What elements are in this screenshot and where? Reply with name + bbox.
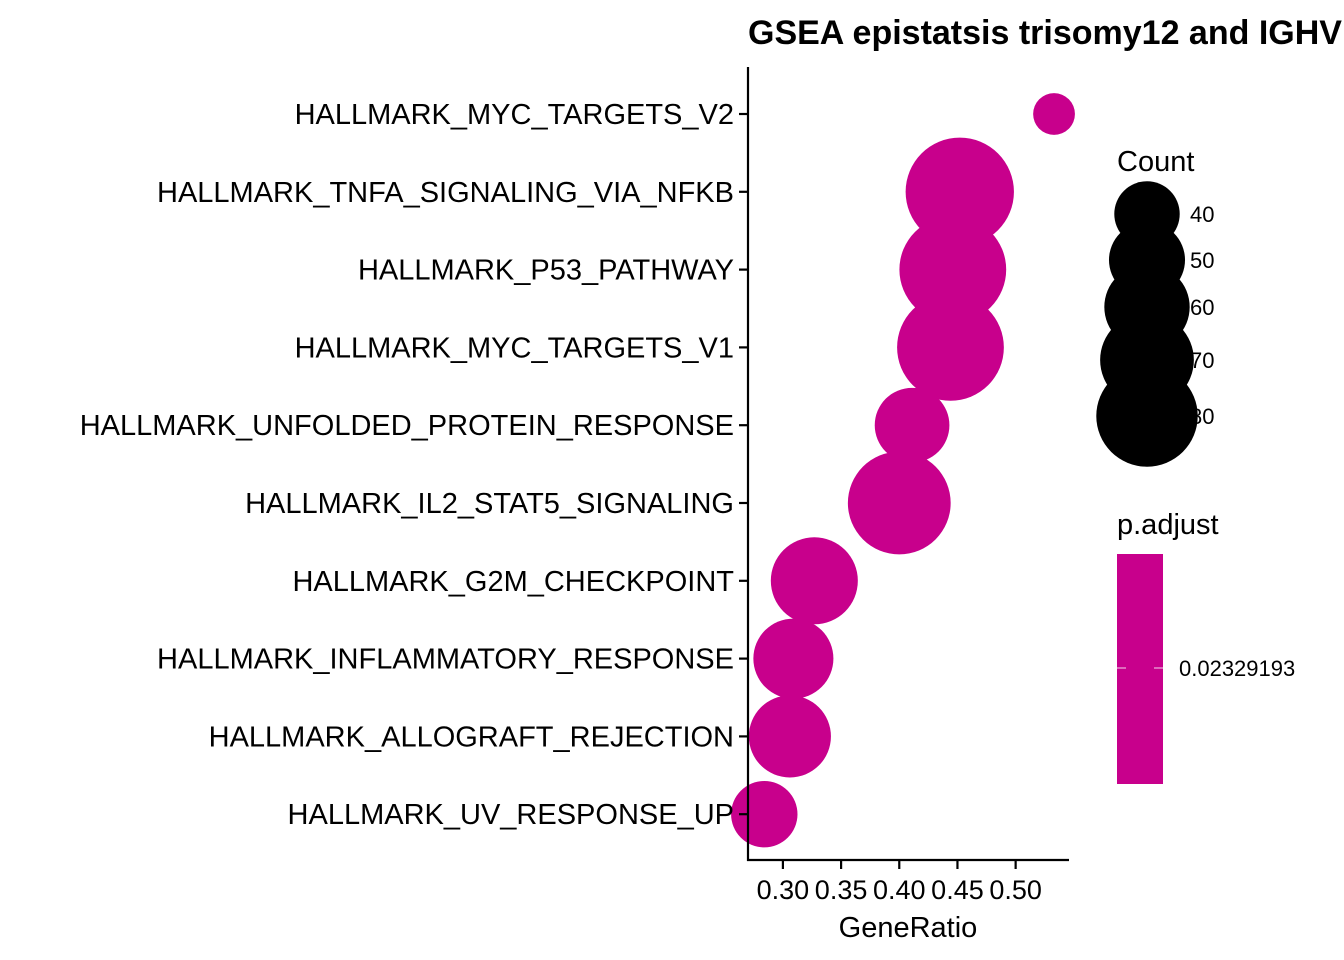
- data-point: [847, 451, 951, 555]
- y-tick-label: HALLMARK_IL2_STAT5_SIGNALING: [245, 488, 734, 520]
- x-tick-label: 0.50: [989, 875, 1042, 905]
- data-point: [748, 695, 831, 778]
- y-tick-label: HALLMARK_UNFOLDED_PROTEIN_RESPONSE: [80, 410, 734, 442]
- x-axis-ticks: 0.30 0.35 0.40 0.45 0.50: [757, 860, 1042, 905]
- p-adjust-colorbar: [1117, 554, 1163, 784]
- data-point: [899, 216, 1007, 323]
- count-legend-label: 40: [1190, 202, 1214, 227]
- y-tick-label: HALLMARK_G2M_CHECKPOINT: [292, 566, 734, 598]
- y-tick-label: HALLMARK_INFLAMMATORY_RESPONSE: [157, 644, 734, 676]
- data-point: [770, 537, 858, 625]
- chart-title: GSEA epistatsis trisomy12 and IGHV: [748, 14, 1342, 52]
- p-adjust-legend-title: p.adjust: [1117, 509, 1219, 541]
- y-tick-label: HALLMARK_MYC_TARGETS_V1: [295, 332, 734, 364]
- y-tick-label: HALLMARK_ALLOGRAFT_REJECTION: [209, 721, 734, 753]
- y-axis-ticks: HALLMARK_MYC_TARGETS_V2 HALLMARK_TNFA_SIG…: [80, 99, 748, 831]
- p-adjust-legend-label: 0.02329193: [1179, 656, 1295, 681]
- count-legend-label: 60: [1190, 295, 1214, 320]
- x-tick-label: 0.40: [873, 875, 926, 905]
- plot-area: [731, 93, 1075, 848]
- x-tick-label: 0.30: [757, 875, 810, 905]
- count-legend-label: 50: [1190, 248, 1214, 273]
- y-tick-label: HALLMARK_P53_PATHWAY: [358, 255, 734, 287]
- p-adjust-legend: p.adjust 0.02329193: [1117, 509, 1295, 784]
- count-legend-label: 70: [1190, 348, 1214, 373]
- x-tick-label: 0.45: [931, 875, 984, 905]
- data-point: [905, 137, 1014, 246]
- count-legend-key: [1096, 365, 1198, 467]
- count-legend-label: 80: [1190, 404, 1214, 429]
- data-point: [1033, 93, 1075, 135]
- data-point: [897, 294, 1004, 401]
- data-point: [753, 618, 834, 699]
- x-axis-title: GeneRatio: [839, 912, 978, 944]
- y-tick-label: HALLMARK_TNFA_SIGNALING_VIA_NFKB: [157, 177, 734, 209]
- y-tick-label: HALLMARK_UV_RESPONSE_UP: [288, 799, 734, 831]
- y-tick-label: HALLMARK_MYC_TARGETS_V2: [295, 99, 734, 131]
- data-point: [874, 387, 950, 463]
- count-legend-title: Count: [1117, 146, 1194, 178]
- x-tick-label: 0.35: [815, 875, 868, 905]
- count-legend: Count 40 50 60 70 80: [1096, 146, 1214, 467]
